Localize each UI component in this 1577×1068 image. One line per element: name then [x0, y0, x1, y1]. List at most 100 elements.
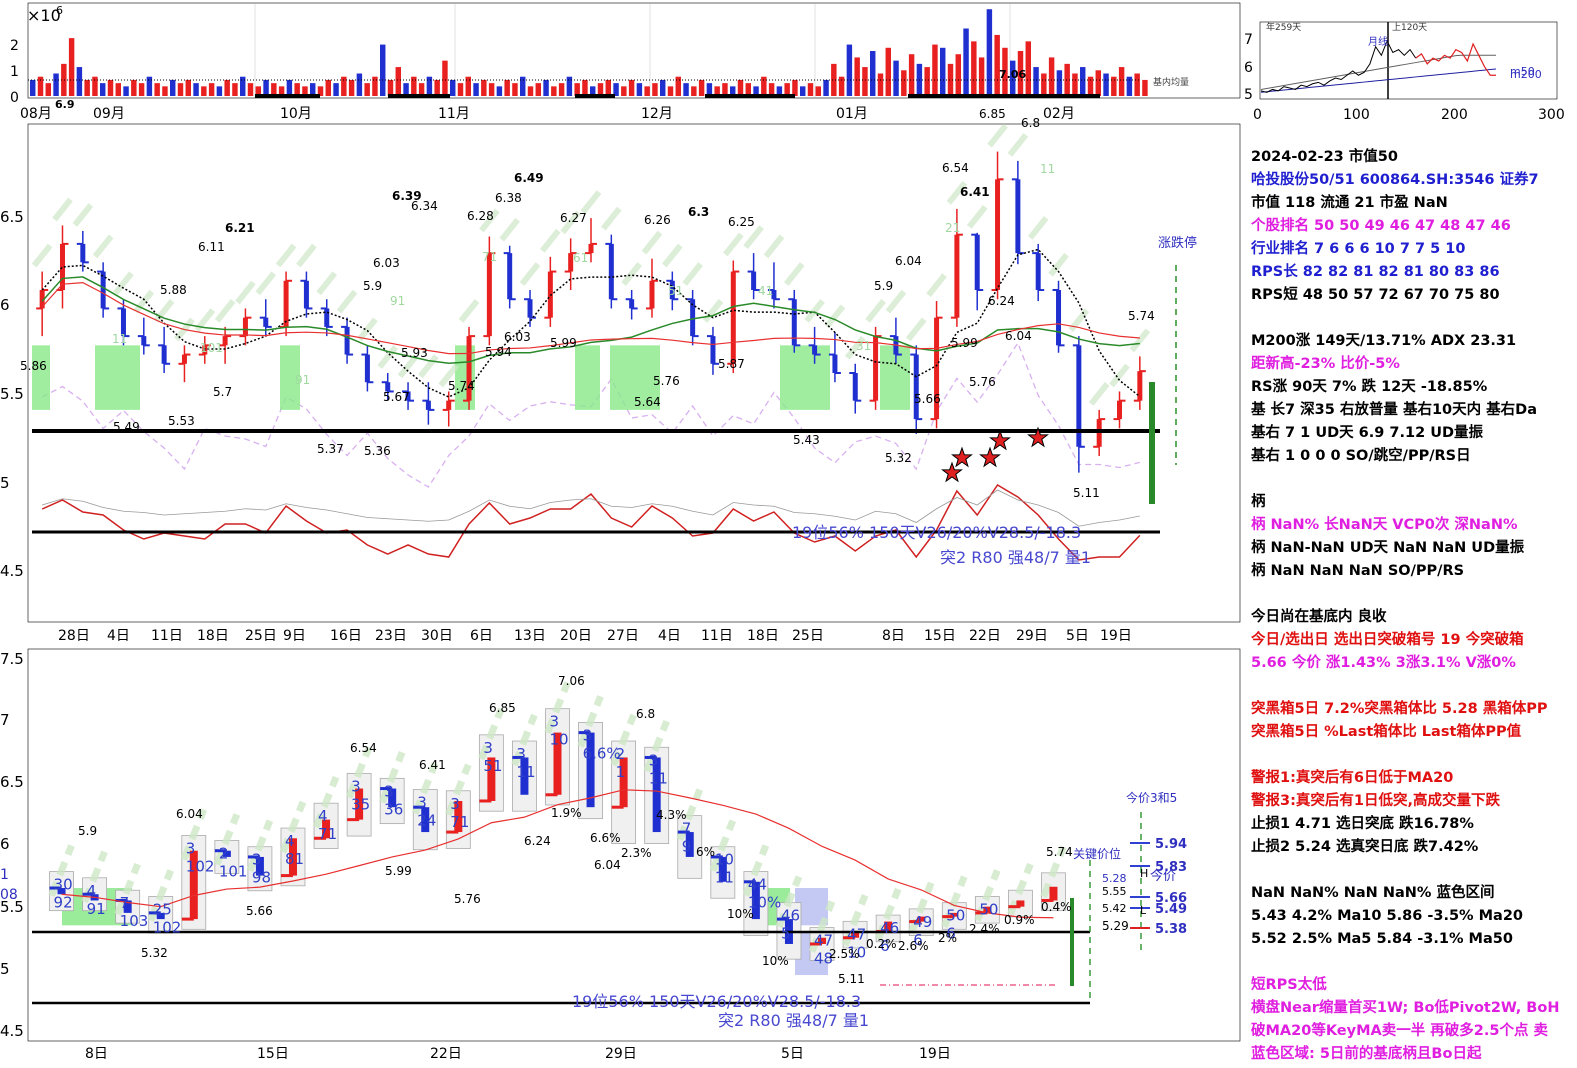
consolidation-box — [280, 345, 300, 410]
volume-bar — [807, 83, 814, 96]
lower-bar-number: 10 — [550, 731, 569, 749]
lower-bar-number: 3 — [252, 851, 262, 869]
lower-ytick-label: 5.5 — [0, 898, 24, 916]
lower-bar-number: 35 — [351, 795, 370, 813]
price-label: 6.25 — [728, 215, 755, 229]
mini-price-recent — [1415, 42, 1496, 76]
limit-range-bar — [1149, 382, 1155, 504]
star-markers — [941, 426, 1049, 483]
trend-arrow — [844, 335, 866, 360]
lower-ytick-label: 4.5 — [0, 1022, 24, 1040]
trend-arrow — [235, 280, 256, 305]
main-xtick-label: 4日 — [107, 628, 130, 644]
volume-bar — [1064, 63, 1070, 96]
limit-label: 涨跌停 — [1158, 235, 1197, 251]
volume-bar — [574, 83, 580, 96]
price-label: 5.93 — [401, 346, 428, 360]
price-label: 5.99 — [951, 336, 978, 350]
candle-body — [242, 317, 248, 337]
volume-bar — [745, 83, 751, 96]
volume-base-segment — [575, 94, 615, 98]
candle-body — [486, 253, 492, 337]
lower-price-label: 5.74 — [1046, 845, 1073, 859]
candle-body — [791, 299, 797, 346]
mini-m50-line — [1260, 54, 1496, 90]
lower-bar-number: 44 — [748, 876, 767, 894]
consolidation-box — [32, 345, 50, 410]
price-label: 6.03 — [504, 330, 531, 344]
volume-bar — [558, 83, 565, 96]
price-label: 6.21 — [225, 221, 255, 235]
volume-base-segment — [705, 94, 795, 98]
lower-bar-number: 11 — [649, 769, 668, 787]
consolidation-box — [95, 345, 140, 410]
volume-bar — [457, 83, 464, 96]
lower-trend-arrow — [213, 813, 241, 866]
volume-bar — [372, 76, 378, 96]
trend-arrow — [438, 363, 460, 388]
lower-candle-body — [520, 757, 529, 795]
ma50-line — [41, 276, 1140, 364]
volume-bar — [1010, 60, 1016, 96]
volume-bar — [527, 86, 534, 96]
info-line: 基 长7 深35 右放普量 基右10天内 基右Da — [1251, 402, 1538, 418]
right-label: 今价3和5 — [1126, 790, 1177, 805]
candle-body — [974, 234, 980, 290]
trend-arrow — [255, 271, 277, 296]
lower-ma20-line — [61, 789, 1054, 919]
candle-body — [751, 271, 757, 290]
main-xtick-label: 25日 — [245, 628, 277, 644]
price-label: 5.7 — [213, 385, 232, 399]
volume-base-segment — [388, 94, 450, 98]
lower-cut-label: 08 — [0, 887, 18, 903]
volume-bar — [512, 83, 518, 96]
lower-trend-arrow — [941, 875, 968, 928]
lower-bar-number: 71 — [450, 813, 469, 831]
price-label: 5.36 — [364, 444, 391, 458]
volume-ytick-label: 2 — [10, 38, 19, 54]
volume-bar — [333, 83, 339, 96]
trend-arrow — [92, 234, 114, 259]
volume-bar — [730, 86, 736, 96]
volume-bar — [317, 86, 324, 96]
volume-bar — [1072, 73, 1078, 96]
lower-candle-body — [884, 921, 893, 932]
trend-arrow — [682, 262, 703, 286]
candle-body — [649, 280, 655, 309]
trend-arrow — [824, 304, 846, 329]
mini-price-line — [1260, 39, 1417, 93]
lower-bar-number: 10 — [715, 851, 734, 869]
lower-bar-number: 50 — [946, 907, 965, 925]
trend-arrow — [580, 190, 602, 214]
lower-trend-arrow — [610, 713, 637, 767]
candle-body — [425, 400, 431, 410]
candle-body — [568, 253, 574, 272]
volume-xtick-label: 10月 — [280, 106, 312, 122]
candle-body — [812, 345, 818, 355]
volume-bar — [893, 60, 899, 96]
volume-bar — [1017, 51, 1024, 96]
candle-body — [1035, 253, 1041, 290]
mini-ytick-label: 7 — [1244, 32, 1253, 48]
price-label: 6.24 — [988, 294, 1015, 308]
mini-m200-line — [1260, 68, 1497, 93]
lower-summary-text: 19位56% 150天V26/20%V28.5/-18.3 — [572, 992, 861, 1011]
rs-line — [41, 483, 1141, 561]
lower-bar-number: 3 — [351, 777, 361, 795]
candle-body — [364, 354, 370, 383]
price-label: 6.85 — [979, 107, 1006, 121]
lower-candle-body — [57, 888, 66, 895]
lower-bar-number: 102 — [186, 858, 215, 876]
lower-bar-number: 46 — [880, 919, 899, 937]
mini-label: 月线 — [1368, 35, 1388, 48]
volume-bar — [395, 67, 401, 96]
main-xtick-label: 9日 — [283, 628, 306, 644]
lower-ytick-label: 5 — [0, 960, 10, 978]
candle-body — [507, 253, 513, 300]
main-xtick-label: 8日 — [882, 628, 905, 644]
mini-xtick-label: 100 — [1343, 107, 1370, 123]
right-label: 今价 — [1150, 868, 1176, 884]
trend-arrow — [458, 299, 480, 323]
main-xtick-label: 20日 — [560, 628, 592, 644]
volume-bar — [286, 79, 293, 96]
